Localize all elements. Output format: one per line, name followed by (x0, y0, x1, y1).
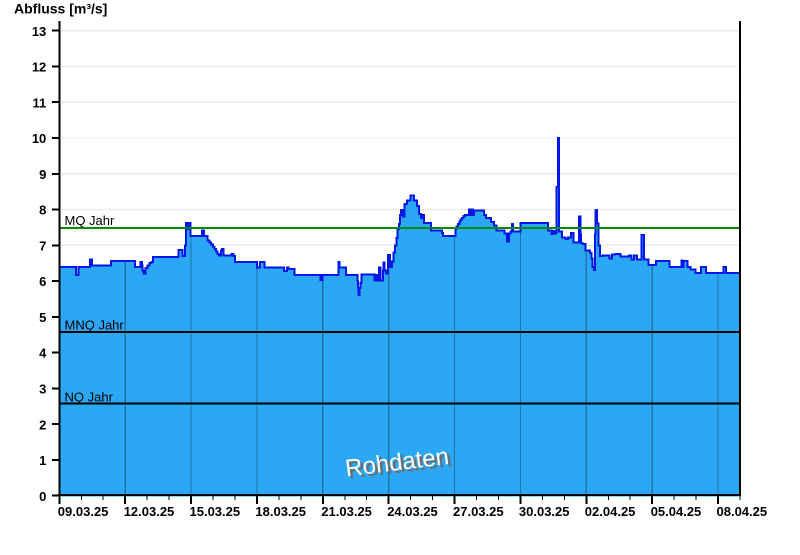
svg-text:15.03.25: 15.03.25 (190, 504, 241, 519)
svg-text:7: 7 (39, 238, 46, 253)
svg-text:0: 0 (39, 489, 46, 504)
svg-text:11: 11 (33, 95, 47, 110)
svg-text:9: 9 (39, 167, 46, 182)
svg-text:8: 8 (39, 203, 46, 218)
svg-text:4: 4 (39, 346, 47, 361)
svg-text:3: 3 (39, 382, 46, 397)
svg-text:MQ Jahr: MQ Jahr (65, 213, 116, 228)
svg-text:2: 2 (39, 417, 46, 432)
svg-text:Abfluss [m³/s]: Abfluss [m³/s] (14, 1, 107, 17)
svg-text:27.03.25: 27.03.25 (453, 504, 504, 519)
svg-text:21.03.25: 21.03.25 (321, 504, 372, 519)
svg-text:05.04.25: 05.04.25 (651, 504, 702, 519)
svg-text:08.04.25: 08.04.25 (717, 504, 768, 519)
svg-text:10: 10 (32, 131, 46, 146)
svg-text:18.03.25: 18.03.25 (255, 504, 306, 519)
svg-text:NQ Jahr: NQ Jahr (65, 390, 114, 405)
svg-text:12.03.25: 12.03.25 (124, 504, 175, 519)
svg-text:6: 6 (39, 274, 46, 289)
svg-text:MNQ Jahr: MNQ Jahr (65, 318, 125, 333)
svg-text:12: 12 (32, 60, 46, 75)
svg-text:5: 5 (39, 310, 46, 325)
svg-text:02.04.25: 02.04.25 (585, 504, 636, 519)
svg-text:13: 13 (32, 24, 46, 39)
svg-text:09.03.25: 09.03.25 (58, 504, 109, 519)
svg-text:1: 1 (39, 453, 46, 468)
svg-text:24.03.25: 24.03.25 (387, 504, 438, 519)
svg-text:30.03.25: 30.03.25 (519, 504, 570, 519)
